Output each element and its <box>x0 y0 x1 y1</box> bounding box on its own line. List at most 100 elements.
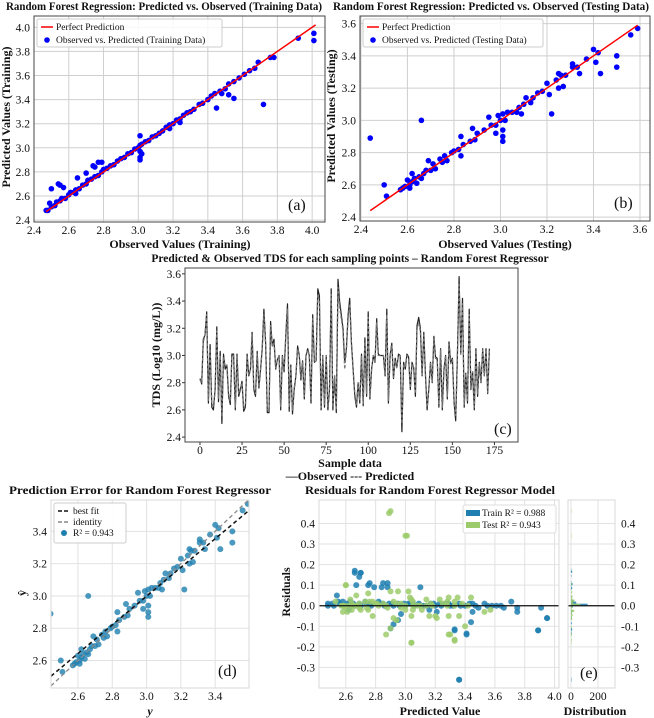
train-residual-point <box>456 676 463 683</box>
x-tick-label: 25 <box>236 445 248 457</box>
y-tick-label: 3.4 <box>16 95 31 107</box>
y-tick-label: 3.2 <box>342 83 357 95</box>
x-tick-label: 3.0 <box>131 225 146 237</box>
y-tick-label: -0.3 <box>297 662 315 674</box>
data-point <box>137 148 143 155</box>
panel-d-ylabel: ŷ <box>15 590 29 596</box>
perfect-prediction-line <box>45 24 317 213</box>
data-point <box>60 184 67 191</box>
data-point <box>78 646 85 653</box>
panel-e-dist-frame <box>567 499 616 689</box>
data-point <box>181 586 188 593</box>
test-residual-point <box>462 623 469 630</box>
data-point <box>499 111 506 117</box>
data-point <box>381 182 387 188</box>
data-point <box>145 602 152 609</box>
panel-a-xlabel: Observed Values (Training) <box>109 237 250 251</box>
legend-box <box>53 502 127 544</box>
legend-dot-swatch <box>44 37 50 43</box>
y-tick-label: 2.6 <box>342 180 357 192</box>
test-histogram-bar <box>570 605 573 608</box>
x-tick-label: 0 <box>197 445 203 457</box>
y-tick-label: 2.6 <box>33 656 48 668</box>
x-tick-label: 3.8 <box>518 691 533 703</box>
y-tick-label: 3.0 <box>33 591 48 603</box>
train-residual-point <box>357 569 364 576</box>
test-histogram-bar <box>570 591 573 594</box>
test-histogram-bar <box>570 634 572 637</box>
panel-e-xlabel: Predicted Value <box>400 704 481 718</box>
test-residual-point <box>456 613 463 620</box>
data-point <box>81 655 88 662</box>
data-point <box>162 570 169 577</box>
data-point <box>613 53 620 59</box>
train-residual-point <box>378 584 385 591</box>
test-residual-point <box>487 606 494 613</box>
test-residual-point <box>423 596 430 603</box>
panel-a-legend: Perfect Prediction Observed vs. Predicted… <box>36 18 223 48</box>
data-point <box>548 111 555 117</box>
panel-e-dist-label: Distribution <box>564 704 627 718</box>
y-tick-label-right: 0.2 <box>621 560 636 572</box>
panel-b-label: (b) <box>614 195 633 212</box>
train-histogram-bar <box>570 587 573 590</box>
panel-e-dist-axes: 0 200 <box>568 500 615 703</box>
data-point <box>92 164 98 170</box>
panel-c-xlabel: Sample data <box>318 456 382 470</box>
data-point <box>418 117 425 124</box>
legend-swatch-test <box>466 522 480 528</box>
data-point <box>114 609 121 616</box>
x-tick-label: 3.0 <box>398 691 413 703</box>
test-histogram-bar <box>570 595 573 598</box>
data-point <box>413 180 420 187</box>
train-residual-point <box>390 621 397 628</box>
data-point <box>406 185 413 191</box>
y-tick-label: 3.0 <box>16 143 31 155</box>
y-tick-label: 0.1 <box>301 580 316 592</box>
train-residual-point <box>353 582 360 589</box>
series-line-predicted <box>199 284 491 425</box>
x-tick-label: 2.8 <box>96 225 111 237</box>
test-residual-point <box>454 594 461 601</box>
y-tick-label: 3.6 <box>16 71 31 83</box>
test-histogram-bar <box>570 613 573 617</box>
panel-b-frame <box>359 15 651 222</box>
data-point <box>59 668 66 675</box>
data-point <box>499 133 506 140</box>
x-tick-label: 4.0 <box>305 225 320 237</box>
data-point <box>140 605 147 612</box>
y-tick-label: 3.4 <box>33 526 48 538</box>
data-point <box>74 175 81 181</box>
test-histogram-bar <box>570 597 573 600</box>
panel-d-label: (d) <box>218 663 237 680</box>
x-tick-label: 4.0 <box>547 691 562 703</box>
y-tick-label: 2.4 <box>167 432 182 444</box>
x-tick-label: 2.8 <box>368 691 383 703</box>
test-residual-point <box>418 606 425 613</box>
train-residual-point <box>426 606 433 613</box>
test-residual-point <box>403 532 410 539</box>
y-tick-label: 2.8 <box>167 378 182 390</box>
x-tick-label: 3.4 <box>586 224 601 236</box>
y-tick-label-right: 0.1 <box>621 580 636 592</box>
x-tick-label: 2.8 <box>105 691 120 703</box>
data-point <box>57 657 64 664</box>
legend-box <box>36 18 223 48</box>
x-tick-label: 2.6 <box>339 691 354 703</box>
data-point <box>229 528 236 535</box>
legend-entry: Test R² = 0.943 <box>482 521 541 531</box>
x-tick-label: 3.0 <box>139 691 154 703</box>
y-tick-label: 2.6 <box>167 405 182 417</box>
test-residual-point <box>339 608 346 615</box>
x-tick-label: 3.4 <box>201 225 216 237</box>
x-tick-label: 2.6 <box>62 225 77 237</box>
train-histogram-bar <box>570 632 572 635</box>
train-residual-point <box>514 608 521 615</box>
y-tick-label: 4.0 <box>16 22 31 34</box>
panel-e-ylabel: Residuals <box>279 567 293 617</box>
test-residual-point <box>365 590 372 597</box>
panel-b-title: Random Forest Regression: Predicted vs. … <box>333 1 649 13</box>
x-tick-label: 75 <box>320 445 332 457</box>
data-point <box>201 546 208 553</box>
best-fit-line <box>51 509 249 677</box>
